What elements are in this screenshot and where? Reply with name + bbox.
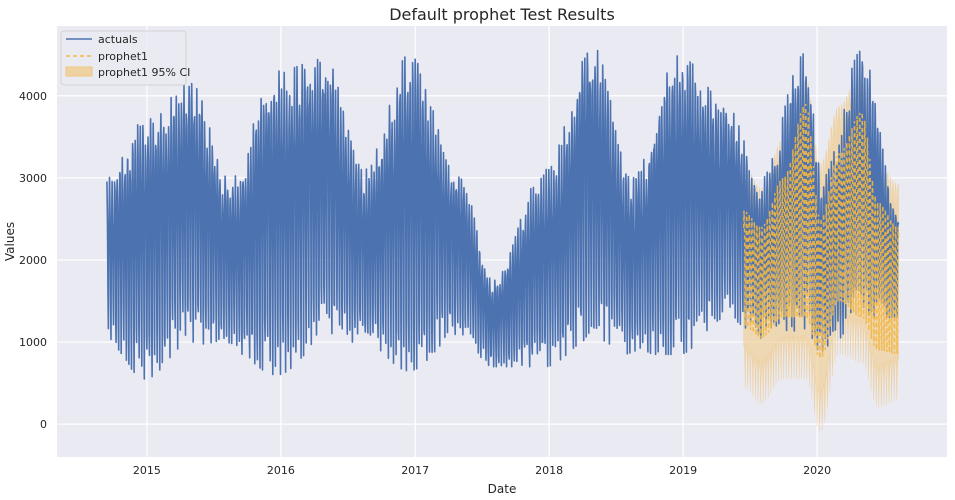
x-ticks: 2015 2016 2017 2018 2019 2020 <box>133 464 831 477</box>
x-axis-label: Date <box>488 482 517 496</box>
legend: actuals prophet1 prophet1 95% CI <box>60 30 190 86</box>
x-tick-label: 2019 <box>669 464 697 477</box>
chart-title: Default prophet Test Results <box>389 5 615 24</box>
x-tick-label: 2018 <box>535 464 563 477</box>
x-tick-label: 2015 <box>133 464 161 477</box>
prophet1-series <box>742 103 900 359</box>
y-tick-label: 3000 <box>19 172 47 185</box>
prophet1-line <box>742 103 900 359</box>
y-tick-label: 1000 <box>19 336 47 349</box>
y-axis-label: Values <box>3 222 17 261</box>
actuals-line <box>106 49 900 380</box>
actuals-series <box>106 49 900 380</box>
legend-label-ci: prophet1 95% CI <box>98 66 190 79</box>
legend-label-prophet1: prophet1 <box>98 50 148 63</box>
y-tick-label: 2000 <box>19 254 47 267</box>
legend-swatch-ci <box>65 66 93 77</box>
y-tick-label: 0 <box>40 418 47 431</box>
y-tick-label: 4000 <box>19 90 47 103</box>
y-ticks: 0 1000 2000 3000 4000 <box>19 90 47 431</box>
x-tick-label: 2017 <box>401 464 429 477</box>
x-tick-label: 2016 <box>267 464 295 477</box>
x-tick-label: 2020 <box>803 464 831 477</box>
legend-label-actuals: actuals <box>98 33 138 46</box>
